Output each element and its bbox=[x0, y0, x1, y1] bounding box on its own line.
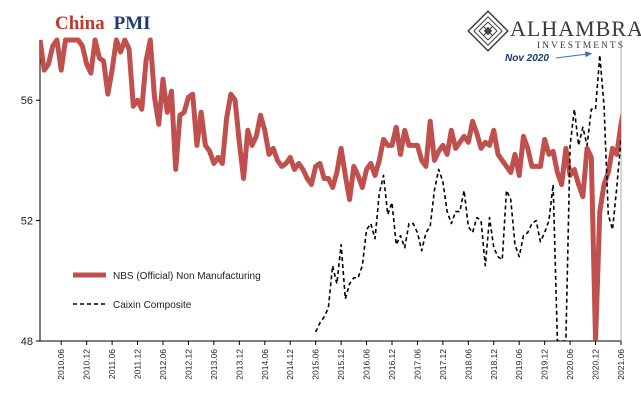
x-tick-label: 2020.06 bbox=[565, 349, 575, 380]
x-tick-label: 2010.12 bbox=[82, 349, 92, 380]
annotation-arrow-icon bbox=[555, 53, 588, 59]
y-ticks: 48 52 56 bbox=[21, 95, 40, 348]
x-tick-label: 2012.12 bbox=[183, 349, 193, 380]
chart-title-pmi: PMI bbox=[114, 13, 151, 34]
annotation-nov-2020: Nov 2020 bbox=[505, 51, 593, 64]
series-layer bbox=[40, 37, 621, 341]
series-caixin-line bbox=[314, 54, 621, 341]
annotation-label: Nov 2020 bbox=[505, 53, 549, 64]
legend-label-nbs: NBS (Official) Non Manufacturing bbox=[113, 271, 261, 282]
x-tick-label: 2014.06 bbox=[260, 349, 270, 380]
x-tick-label: 2016.06 bbox=[362, 349, 372, 380]
legend: NBS (Official) Non Manufacturing Caixin … bbox=[73, 271, 261, 311]
x-tick-label: 2015.12 bbox=[336, 349, 346, 380]
x-tick-label: 2015.06 bbox=[311, 349, 321, 380]
y-tick-label: 48 bbox=[21, 336, 33, 348]
x-tick-label: 2013.12 bbox=[234, 349, 244, 380]
chart-title-china: China bbox=[55, 13, 105, 34]
x-tick-label: 2011.06 bbox=[107, 349, 117, 379]
alhambra-logo: ALHAMBRA INVESTMENTS bbox=[467, 10, 641, 52]
x-tick-label: 2018.12 bbox=[489, 349, 499, 380]
x-tick-label: 2016.12 bbox=[387, 349, 397, 380]
x-tick-label: 2019.12 bbox=[540, 349, 550, 380]
logo-subtitle: INVESTMENTS bbox=[537, 41, 625, 51]
series-nbs-line bbox=[40, 37, 621, 341]
x-tick-label: 2017.12 bbox=[438, 349, 448, 380]
x-tick-label: 2010.06 bbox=[56, 349, 66, 380]
x-tick-label: 2017.06 bbox=[412, 349, 422, 380]
logo-name: ALHAMBRA bbox=[510, 16, 641, 41]
legend-label-caixin: Caixin Composite bbox=[113, 300, 192, 311]
chart-title: China PMI bbox=[55, 13, 151, 34]
annotation-arrowhead-icon bbox=[584, 51, 593, 58]
y-tick-label: 56 bbox=[21, 95, 33, 107]
y-tick-label: 52 bbox=[21, 216, 33, 228]
x-tick-label: 2019.06 bbox=[514, 349, 524, 380]
x-tick-label: 2021.06 bbox=[616, 349, 626, 380]
x-tick-label: 2013.06 bbox=[209, 349, 219, 380]
logo-diamond-icon bbox=[467, 10, 509, 52]
x-tick-label: 2020.12 bbox=[591, 349, 601, 380]
x-tick-label: 2014.12 bbox=[285, 349, 295, 380]
x-ticks: 2010.06 2010.12 2011.06 2011.12 2012.06 2012.… bbox=[56, 341, 626, 380]
x-tick-label: 2018.06 bbox=[463, 349, 473, 380]
x-tick-label: 2011.12 bbox=[133, 349, 143, 379]
x-tick-label: 2012.06 bbox=[158, 349, 168, 380]
